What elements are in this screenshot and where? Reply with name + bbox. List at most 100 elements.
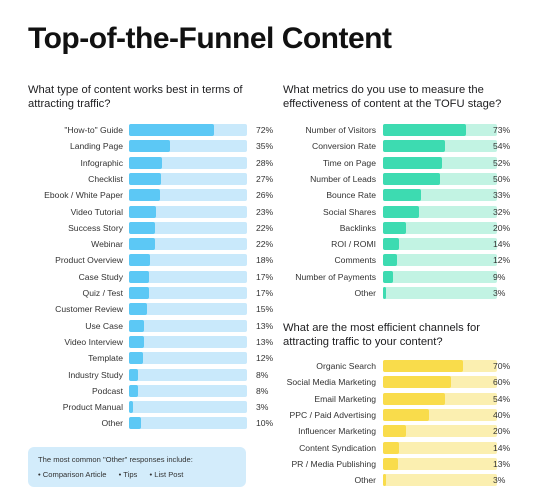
- bar: [383, 392, 445, 405]
- bar-track: [129, 335, 247, 348]
- bar-value-label: 52%: [493, 157, 511, 168]
- bar-row: Infographic 28%: [28, 156, 273, 169]
- bar-row: Backlinks 20%: [283, 221, 515, 234]
- bar-track: [129, 384, 247, 397]
- bar-label: Customer Review: [55, 304, 123, 315]
- bar: [129, 238, 155, 251]
- bar: [383, 189, 421, 202]
- other-responses-note: The most common "Other" responses includ…: [28, 447, 246, 487]
- bar-track: [383, 124, 497, 136]
- bar-row: Bounce Rate 33%: [283, 189, 515, 202]
- bar-value-label: 12%: [256, 353, 274, 364]
- bar-value-label: 32%: [493, 206, 511, 217]
- bar-track: [129, 417, 247, 430]
- bar-value-label: 40%: [493, 409, 511, 420]
- bar-track: [129, 205, 247, 218]
- bar-track: [129, 303, 247, 316]
- bar-row: Other 3%: [283, 287, 515, 299]
- bar-track: [383, 376, 497, 389]
- bar-track: [383, 474, 497, 487]
- bar: [129, 205, 157, 218]
- chart-1-question: What type of content works best in terms…: [28, 84, 243, 110]
- bar-track: [383, 189, 497, 202]
- note-item: • Comparison Article: [38, 470, 107, 479]
- traffic-channels-chart: Organic Search 70% Social Media Marketing 6…: [283, 360, 515, 490]
- bar-value-label: 23%: [256, 206, 274, 217]
- bar-label: Webinar: [91, 239, 123, 250]
- bar-track: [129, 254, 247, 267]
- bar: [383, 376, 452, 389]
- bar-value-label: 9%: [493, 271, 506, 282]
- bar-value-label: 15%: [256, 304, 274, 315]
- bar: [383, 408, 429, 421]
- bar-value-label: 60%: [493, 377, 511, 388]
- bar-track: [129, 189, 247, 202]
- bar-value-label: 26%: [256, 190, 274, 201]
- bar-value-label: 73%: [493, 125, 511, 135]
- bar-value-label: 3%: [493, 288, 506, 298]
- bar: [129, 384, 139, 397]
- bar-label: Quiz / Test: [82, 288, 123, 298]
- bar-label: Backlinks: [339, 222, 376, 233]
- note-title: The most common "Other" responses includ…: [38, 455, 193, 464]
- bar-row: Social Shares 32%: [283, 205, 515, 218]
- bar-row: ROI / ROMI 14%: [283, 238, 515, 251]
- bar-track: [383, 425, 497, 438]
- bar-track: [129, 238, 247, 251]
- bar-track: [129, 156, 247, 169]
- bar-row: Video Interview 13%: [28, 335, 273, 348]
- bar-track: [383, 172, 497, 185]
- bar-label: Success Story: [68, 222, 123, 233]
- note-items: • Comparison Article • Tips • List Post: [38, 470, 193, 479]
- bar-track: [129, 221, 247, 234]
- bar-row: Landing Page 35%: [28, 140, 273, 153]
- bar: [383, 238, 399, 251]
- bar: [129, 189, 160, 202]
- bar-track: [383, 156, 497, 169]
- bar-value-label: 50%: [493, 173, 511, 184]
- bar-row: Social Media Marketing 60%: [283, 376, 515, 389]
- bar: [383, 360, 463, 372]
- bar: [129, 287, 150, 299]
- bar: [383, 205, 420, 218]
- bar-track: [383, 360, 497, 372]
- bar-label: Industry Study: [68, 369, 123, 380]
- bar-label: Product Manual: [62, 402, 123, 413]
- bar-row: Other 10%: [28, 417, 273, 430]
- bar-label: Email Marketing: [314, 393, 376, 404]
- bar-track: [129, 270, 247, 283]
- bar-row: Number of Visitors 73%: [283, 124, 515, 136]
- bar-label: Content Syndication: [299, 442, 376, 453]
- bar-value-label: 13%: [493, 458, 511, 469]
- bar-track: [129, 401, 247, 414]
- bar-track: [383, 238, 497, 251]
- bar-track: [129, 124, 247, 136]
- bar: [383, 425, 406, 438]
- bar: [383, 441, 399, 454]
- chart-3-question: What are the most efficient channels for…: [283, 322, 480, 348]
- bar-label: Social Shares: [322, 206, 376, 217]
- bar-row: Other 3%: [283, 474, 515, 487]
- bar-label: Template: [88, 353, 123, 364]
- tofu-metrics-chart: Number of Visitors 73% Conversion Rate 54% T…: [283, 124, 515, 304]
- bar-label: Other: [354, 288, 377, 298]
- bar-value-label: 22%: [256, 239, 274, 250]
- chart-2-question: What metrics do you use to measure the e…: [283, 84, 502, 110]
- bar: [383, 254, 397, 267]
- bar-value-label: 20%: [493, 222, 511, 233]
- bar-label: Number of Leads: [310, 173, 376, 184]
- bar: [383, 270, 394, 283]
- bar: [383, 474, 387, 487]
- bar: [129, 172, 161, 185]
- bar-value-label: 10%: [256, 418, 274, 429]
- bar: [129, 303, 147, 316]
- bar-label: Comments: [334, 255, 376, 266]
- bar: [383, 156, 443, 169]
- bar-row: Customer Review 15%: [28, 303, 273, 316]
- bar-label: Checklist: [88, 173, 123, 184]
- bar-label: Time on Page: [322, 157, 376, 168]
- bar-row: Case Study 17%: [28, 270, 273, 283]
- bar-row: "How-to" Guide 72%: [28, 124, 273, 136]
- bar-row: Email Marketing 54%: [283, 392, 515, 405]
- bar-track: [383, 270, 497, 283]
